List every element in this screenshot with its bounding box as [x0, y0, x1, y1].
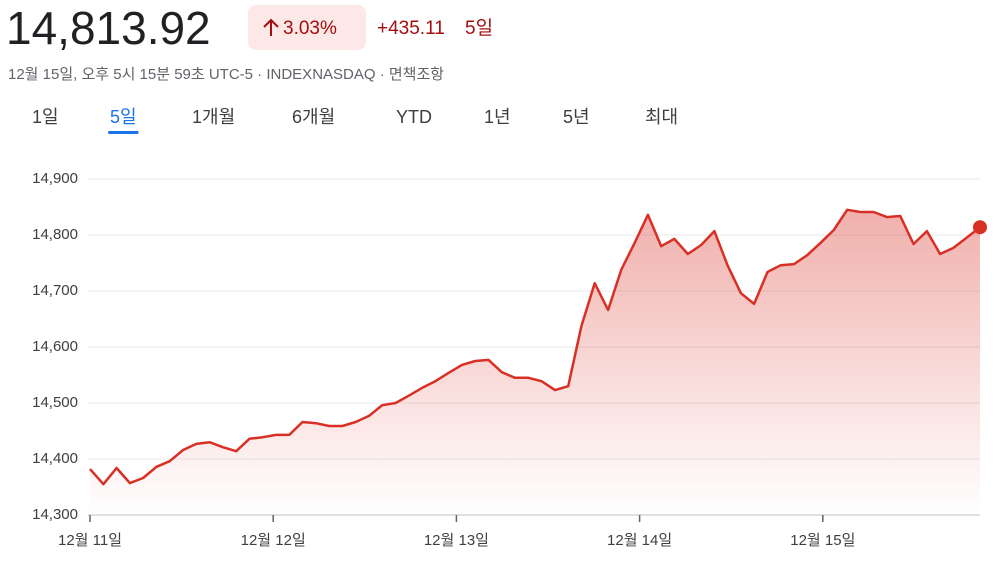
- arrow-up-icon: [263, 18, 279, 36]
- x-tick-label: 12월 15일: [790, 532, 855, 549]
- y-tick-label: 14,300: [32, 506, 78, 523]
- change-percent: 3.03%: [283, 18, 337, 39]
- period: 5일: [465, 17, 493, 39]
- change-value: +435.11: [377, 18, 445, 39]
- tab[interactable]: 1일: [32, 107, 59, 127]
- tab[interactable]: YTD: [396, 107, 432, 127]
- x-tick-label: 12월 11일: [58, 532, 122, 549]
- x-tick-label: 12월 12일: [241, 532, 306, 549]
- tab[interactable]: 5년: [563, 107, 590, 127]
- tab[interactable]: 1개월: [192, 107, 235, 127]
- subtitle: 12월 15일, 오후 5시 15분 59초 UTC-5 · INDEXNASD…: [8, 66, 444, 83]
- tab[interactable]: 6개월: [292, 107, 335, 127]
- tab[interactable]: 최대: [645, 107, 678, 127]
- price-line: [89, 208, 981, 486]
- y-tick-label: 14,500: [32, 394, 78, 411]
- change-badge: [248, 5, 366, 50]
- last-point: [973, 220, 987, 235]
- y-tick-label: 14,900: [32, 170, 78, 187]
- tab[interactable]: 1년: [484, 107, 511, 127]
- y-tick-label: 14,700: [32, 282, 78, 299]
- x-tick-label: 12월 14일: [607, 532, 672, 549]
- y-tick-label: 14,800: [32, 226, 78, 243]
- x-tick-label: 12월 13일: [424, 532, 489, 549]
- area-fill: [90, 209, 980, 516]
- y-tick-label: 14,400: [32, 450, 78, 467]
- price: 14,813.92: [6, 2, 211, 54]
- tab[interactable]: 5일: [110, 107, 137, 127]
- tab-underline: [108, 131, 139, 134]
- y-tick-label: 14,600: [32, 338, 78, 355]
